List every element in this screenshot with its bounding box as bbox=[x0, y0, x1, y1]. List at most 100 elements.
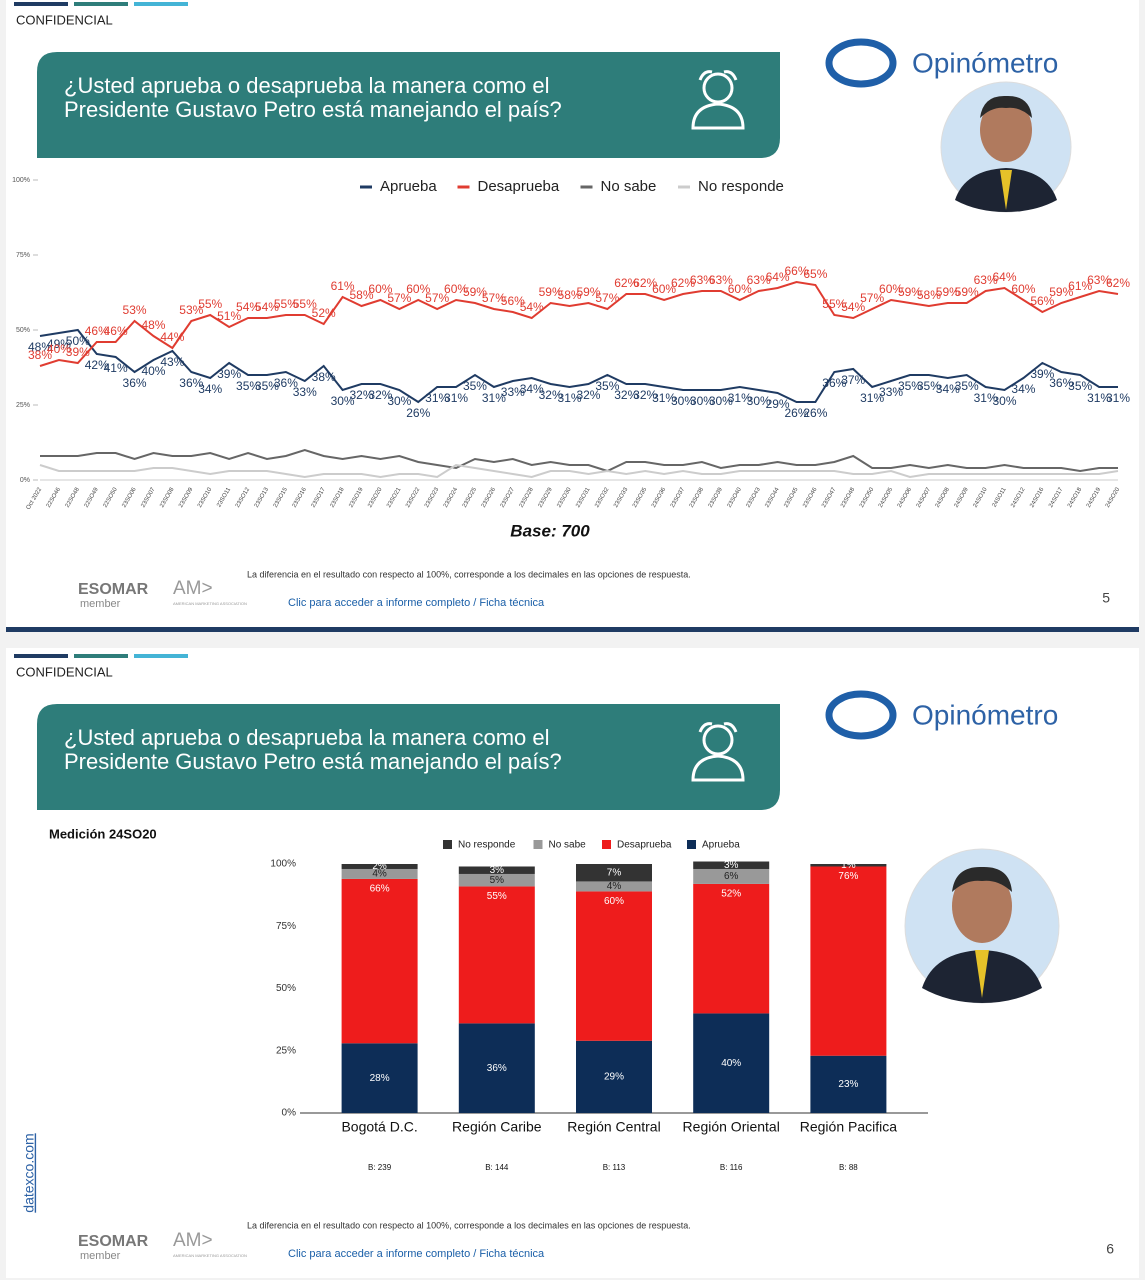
data-label: 35% bbox=[955, 379, 979, 393]
bar-segment bbox=[810, 1055, 887, 1113]
y-tick-label: 0% bbox=[282, 1108, 297, 1119]
data-label: 30% bbox=[993, 394, 1017, 408]
data-label: 52% bbox=[721, 889, 741, 900]
legend-label: Aprueba bbox=[702, 840, 740, 851]
data-label: 59% bbox=[936, 285, 960, 299]
data-label: 23% bbox=[838, 1079, 858, 1090]
data-label: 46% bbox=[85, 324, 109, 338]
data-label: 3% bbox=[490, 865, 505, 876]
data-label: 35% bbox=[917, 379, 941, 393]
data-label: 58% bbox=[917, 288, 941, 302]
photo bbox=[940, 81, 1072, 213]
data-label: 62% bbox=[633, 276, 657, 290]
data-label: 29% bbox=[766, 397, 790, 411]
data-label: 58% bbox=[349, 288, 373, 302]
site-link[interactable]: datexco.com bbox=[21, 1133, 37, 1212]
data-label: 30% bbox=[690, 394, 714, 408]
people-icon bbox=[691, 722, 745, 782]
series-line bbox=[39, 328, 1118, 404]
legend-label: No responde bbox=[698, 178, 784, 195]
legend-swatch bbox=[602, 840, 611, 849]
bar-segment bbox=[693, 861, 770, 869]
data-label: 59% bbox=[955, 285, 979, 299]
base-label: B: 113 bbox=[603, 1163, 626, 1172]
data-label: 26% bbox=[784, 406, 808, 420]
report-link[interactable]: Clic para acceder a informe completo / F… bbox=[288, 1248, 545, 1260]
data-label: 35% bbox=[236, 379, 260, 393]
report-link[interactable]: Clic para acceder a informe completo / F… bbox=[288, 597, 545, 609]
y-tick-label: 50% bbox=[276, 983, 296, 994]
legend-swatch bbox=[443, 840, 452, 849]
series-line bbox=[39, 280, 1119, 367]
data-label: 39% bbox=[1030, 367, 1054, 381]
data-label: 28% bbox=[370, 1073, 390, 1084]
data-label: 36% bbox=[274, 376, 298, 390]
bar-segment bbox=[341, 1043, 418, 1113]
accent-bar bbox=[134, 2, 188, 6]
data-label: 36% bbox=[487, 1063, 507, 1074]
title: Presidente Gustavo Petro está manejando … bbox=[64, 749, 562, 774]
confidential: CONFIDENCIAL bbox=[16, 664, 113, 679]
bar-segment bbox=[576, 864, 652, 882]
ama: AM> bbox=[173, 1230, 213, 1251]
brand: Opinómetro bbox=[912, 699, 1058, 730]
legend-label: Desaprueba bbox=[478, 178, 560, 195]
data-label: 34% bbox=[520, 382, 544, 396]
data-label: 57% bbox=[860, 291, 884, 305]
esomar: ESOMAR bbox=[78, 581, 149, 598]
data-label: 31% bbox=[652, 391, 676, 405]
photo bbox=[904, 848, 1060, 1004]
legend-label: No sabe bbox=[549, 840, 587, 851]
data-label: 60% bbox=[879, 282, 903, 296]
logo-mark bbox=[825, 38, 897, 88]
data-label: 58% bbox=[558, 288, 582, 302]
data-label: 60% bbox=[368, 282, 392, 296]
data-label: 54% bbox=[520, 300, 544, 314]
title: ¿Usted aprueba o desaprueba la manera co… bbox=[64, 725, 550, 750]
data-label: 62% bbox=[671, 276, 695, 290]
data-label: 34% bbox=[198, 382, 222, 396]
data-label: 40% bbox=[47, 342, 71, 356]
data-label: 38% bbox=[312, 370, 336, 384]
data-label: 30% bbox=[747, 394, 771, 408]
data-label: 50% bbox=[66, 334, 90, 348]
series-line bbox=[40, 448, 1118, 473]
data-label: 55% bbox=[822, 297, 846, 311]
data-label: 7% bbox=[607, 867, 622, 878]
bar-segment bbox=[458, 866, 535, 874]
y-tick-label: 0% bbox=[20, 477, 30, 484]
data-label: 63% bbox=[690, 273, 714, 287]
y-tick-label: 25% bbox=[16, 402, 30, 409]
data-label: 63% bbox=[747, 273, 771, 287]
series-line bbox=[39, 463, 1119, 479]
data-label: 59% bbox=[463, 285, 487, 299]
data-label: 33% bbox=[501, 385, 525, 399]
data-label: 59% bbox=[539, 285, 563, 299]
data-label: 35% bbox=[255, 379, 279, 393]
data-label: 57% bbox=[482, 291, 506, 305]
data-label: 60% bbox=[728, 282, 752, 296]
y-tick-label: 25% bbox=[276, 1045, 296, 1056]
bar-segment bbox=[458, 873, 535, 887]
data-label: 63% bbox=[709, 273, 733, 287]
data-label: 54% bbox=[841, 300, 865, 314]
separator bbox=[6, 627, 1139, 632]
data-label: 6% bbox=[724, 871, 739, 882]
data-label: 65% bbox=[803, 267, 827, 281]
data-label: 57% bbox=[425, 291, 449, 305]
data-label: 56% bbox=[1030, 294, 1054, 308]
slide: CONFIDENCIAL ¿Usted aprueba o desaprueba… bbox=[6, 648, 1139, 1278]
accent-bar bbox=[74, 654, 128, 658]
bar-segment bbox=[810, 866, 887, 1056]
bar-segment bbox=[576, 1040, 652, 1113]
ama: AM> bbox=[173, 578, 213, 599]
ama-sub: AMERICAN MARKETING ASSOCIATION bbox=[173, 1253, 247, 1258]
legend-label: No sabe bbox=[601, 178, 657, 195]
base-label: B: 144 bbox=[485, 1163, 509, 1172]
data-label: 49% bbox=[47, 337, 71, 351]
page-number: 6 bbox=[1106, 1241, 1114, 1257]
slide: CONFIDENCIAL ¿Usted aprueba o desaprueba… bbox=[6, 0, 1139, 632]
y-tick-label: 50% bbox=[16, 327, 30, 334]
data-label: 60% bbox=[1011, 282, 1035, 296]
